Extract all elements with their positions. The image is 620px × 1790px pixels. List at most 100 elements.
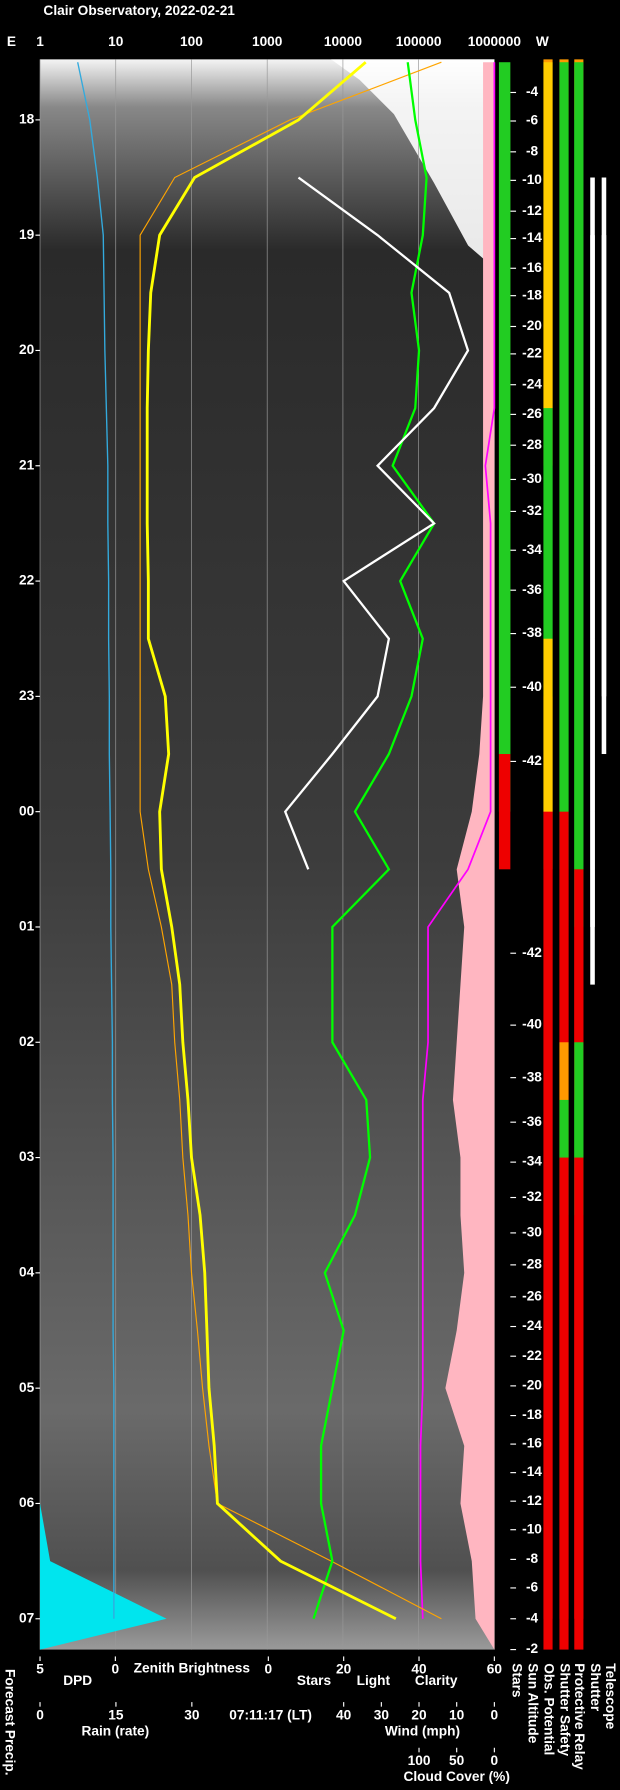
sun-altitude-label: -24	[522, 1318, 542, 1333]
time-label: 02	[19, 1034, 35, 1049]
east-label: E	[7, 34, 16, 49]
time-label: 06	[19, 1495, 35, 1510]
status-segment	[601, 523, 607, 639]
axis-label: DPD	[63, 1673, 92, 1688]
sun-altitude-label: -24	[522, 376, 542, 391]
sun-altitude-label: -18	[522, 1407, 542, 1422]
status-segment	[559, 869, 569, 985]
status-segment	[543, 1042, 553, 1158]
status-segment	[543, 177, 553, 293]
status-segment	[590, 465, 595, 582]
x-tick-label: 20	[336, 1662, 352, 1677]
status-segment	[574, 177, 584, 293]
x-tick-label: 1000000	[468, 34, 522, 49]
status-label: Obs. Potential	[541, 1663, 556, 1755]
x-tick-label: 30	[184, 1707, 200, 1722]
time-label: 23	[19, 688, 35, 703]
cloud_cover-line	[419, 62, 496, 1619]
x-tick-label: 0	[491, 1753, 499, 1768]
status-segment	[543, 465, 553, 582]
sun-altitude-label: -28	[522, 1256, 542, 1271]
x-tick-label: 50	[449, 1753, 465, 1768]
sun-altitude-label: -42	[522, 753, 542, 768]
status-segment	[590, 638, 595, 755]
sun-altitude-label: -22	[522, 345, 542, 360]
status-segment	[574, 523, 584, 639]
stars-line	[283, 176, 470, 870]
time-label: 07	[19, 1610, 35, 1625]
status-segment	[601, 465, 607, 582]
model_brightness-line	[139, 61, 442, 1620]
status-segment	[498, 465, 511, 582]
status-segment	[574, 1503, 584, 1619]
x-tick-label: 10	[449, 1707, 465, 1722]
sun-altitude-label: -4	[526, 84, 539, 99]
axis-label: Light	[357, 1673, 391, 1688]
time-label: 04	[19, 1264, 35, 1279]
x-tick-label: 40	[336, 1707, 352, 1722]
status-segment	[543, 869, 553, 985]
sun-altitude-label: -36	[522, 582, 542, 597]
status-segment	[498, 638, 511, 755]
status-segment	[574, 1561, 584, 1650]
sun-altitude-label: -32	[522, 1189, 542, 1204]
status-segment	[559, 1042, 569, 1158]
clarity-line	[312, 62, 436, 1620]
axis-label: Cloud Cover (%)	[403, 1769, 509, 1784]
sun-altitude-label: -20	[522, 1377, 542, 1392]
x-tick-label: 100000	[396, 34, 442, 49]
sun-altitude-label: -4	[526, 1610, 539, 1625]
time-label: 18	[19, 111, 35, 126]
x-tick-label: 20	[411, 1707, 427, 1722]
x-tick-label: 40	[411, 1662, 427, 1677]
sun-altitude-label: -32	[522, 503, 542, 518]
sun-altitude-label: -10	[522, 172, 542, 187]
status-label: Sun Altitude	[525, 1663, 540, 1743]
x-tick-label: 30	[374, 1707, 390, 1722]
axis-label: Stars	[297, 1673, 332, 1688]
time-label: 01	[19, 919, 35, 934]
status-segment	[590, 869, 595, 985]
axis-label: Clarity	[415, 1673, 458, 1688]
sun-altitude-label: -20	[522, 318, 542, 333]
sun-altitude-label: -38	[522, 1069, 542, 1084]
time-label: 05	[19, 1380, 35, 1395]
status-segment	[559, 638, 569, 755]
sun-altitude-label: -6	[526, 113, 539, 128]
status-label: Shutter	[588, 1663, 603, 1712]
time-label: 00	[19, 803, 35, 818]
status-segment	[543, 1561, 553, 1650]
status-label: Protective Relay	[572, 1663, 587, 1770]
sun-altitude-label: -26	[522, 1288, 542, 1303]
x-tick-label: 10000	[324, 34, 362, 49]
status-segment	[559, 1561, 569, 1650]
sun-altitude-label: -6	[526, 1580, 539, 1595]
x-tick-label: 0	[265, 1662, 273, 1677]
time-label: 19	[19, 227, 35, 242]
status-segment	[574, 465, 584, 582]
sun-altitude-label: -34	[522, 542, 542, 557]
sun-altitude-label: -8	[526, 143, 539, 158]
sun-altitude-label: -12	[522, 203, 542, 218]
dpd-line	[77, 62, 115, 1619]
sun-altitude-label: -14	[522, 1464, 542, 1479]
sun-altitude-label: -28	[522, 437, 542, 452]
sun-altitude-label: -42	[522, 945, 542, 960]
status-segment	[559, 523, 569, 639]
twilight-glow	[331, 59, 495, 269]
chart-title: Clair Observatory, 2022-02-21	[43, 3, 235, 18]
status-segment	[498, 177, 511, 293]
sun-altitude-label: -16	[522, 260, 542, 275]
time-label: 20	[19, 342, 35, 357]
axis-label: Wind (mph)	[385, 1723, 460, 1738]
sun-altitude-label: -40	[522, 679, 542, 694]
status-segment	[574, 1099, 584, 1216]
zenith_brightness-line	[145, 61, 397, 1621]
sun-altitude-label: -16	[522, 1436, 542, 1451]
sun-altitude-label: -12	[522, 1493, 542, 1508]
status-segment	[543, 523, 553, 639]
time-label: 03	[19, 1149, 35, 1164]
x-tick-label: 0	[491, 1707, 499, 1722]
x-tick-label: 0	[36, 1707, 44, 1722]
